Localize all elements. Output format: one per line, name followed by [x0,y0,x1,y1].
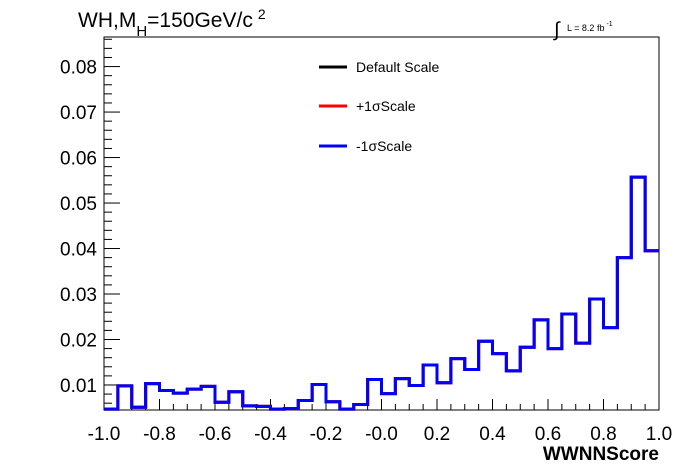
series-line-0 [104,175,659,411]
y-tick-label: 0.04 [60,240,97,261]
lumi-label: L = 8.2 fb -1 [567,21,613,33]
chart-title-subscript: H [136,23,147,40]
x-tick-label: -0.6 [199,424,232,445]
y-tick-label: 0.06 [60,149,97,170]
x-tick-label: -0.0 [365,424,398,445]
y-tick-label: 0.02 [60,330,97,351]
x-tick-label: -0.2 [310,424,343,445]
x-tick-label: 0.2 [424,424,450,445]
y-tick-label: 0.05 [60,194,97,215]
x-tick-label: -1.0 [88,424,121,445]
x-tick-label: -0.4 [254,424,287,445]
plot-frame [103,36,660,411]
y-tick-label: 0.01 [60,376,97,397]
x-tick-label: 0.6 [535,424,561,445]
series-line-2 [104,175,659,411]
series-line-1 [104,175,659,411]
chart-title-rest: =150GeV/c [147,9,253,32]
x-tick-label: 0.8 [590,424,616,445]
axis-ticks: -1.0 -0.8 -0.6 -0.4 -0.2 -0.0 0.2 0.4 0.6 0.8 1.0 0… [60,38,672,445]
x-tick-label: -0.8 [143,424,176,445]
series-lines [104,175,659,411]
y-tick-label: 0.03 [60,285,97,306]
y-tick-label: 0.07 [60,103,97,124]
chart-title-main: WH,M [78,9,136,32]
y-tick-label: 0.08 [60,58,97,79]
legend: Default Scale +1σScale -1σScale [319,59,439,154]
legend-label-default: Default Scale [356,59,439,75]
lumi-integral-sign: ∫ [553,19,561,41]
lumi-label-text: L = 8.2 fb [567,23,604,33]
x-axis-label: WWNNScore [543,444,659,465]
chart-title: WH,MH=150GeV/c 2 [78,6,266,40]
chart-title-superscript: 2 [258,6,266,22]
x-tick-label: 0.4 [479,424,506,445]
legend-label-minus1sigma: -1σScale [356,138,412,154]
x-tick-label: 1.0 [646,424,672,445]
legend-label-plus1sigma: +1σScale [356,98,416,114]
lumi-label-superscript: -1 [606,21,612,28]
